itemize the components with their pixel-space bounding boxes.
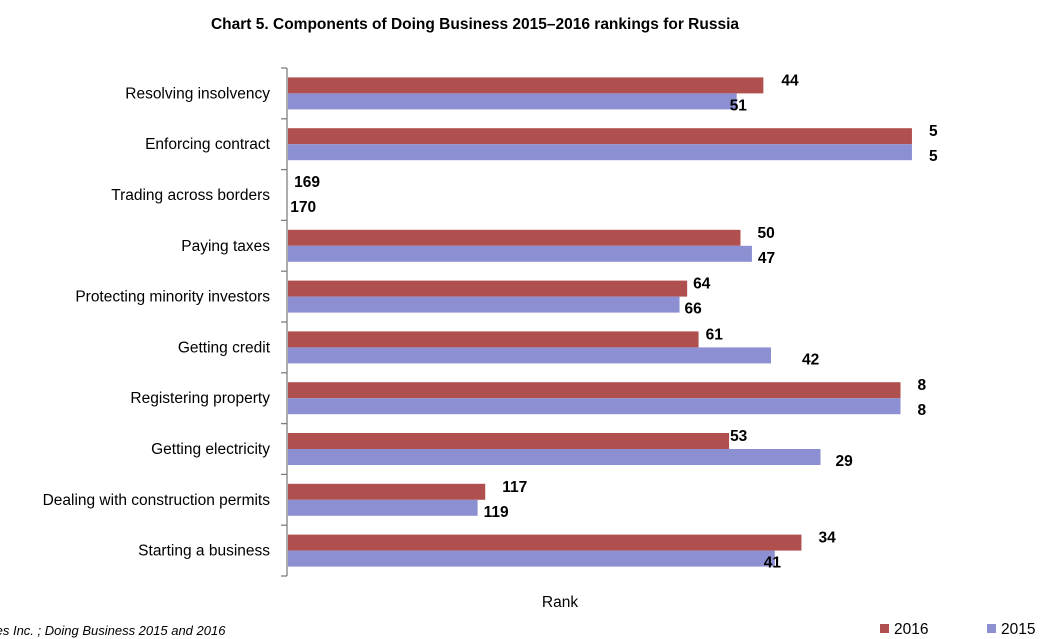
bar-2015: [288, 347, 771, 364]
bar-2015: [288, 245, 752, 262]
bar-2016: [288, 433, 730, 449]
value-label-2016: 44: [781, 72, 799, 89]
bar-2015: [288, 449, 821, 465]
value-label-2015: 29: [836, 453, 854, 470]
category-label: Protecting minority investors: [75, 289, 270, 306]
value-label-2016: 8: [918, 377, 927, 394]
bar-2016: [288, 534, 802, 551]
category-label: Getting electricity: [151, 441, 270, 458]
source-note: tes Inc. ; Doing Business 2015 and 2016: [0, 623, 226, 638]
value-label-2016: 61: [706, 326, 724, 343]
value-label-2015: 8: [918, 402, 927, 419]
value-label-2016: 34: [818, 530, 836, 547]
value-label-2015: 42: [802, 351, 819, 368]
chart-title: Chart 5. Components of Doing Business 20…: [211, 16, 739, 33]
bar-2015: [288, 144, 912, 161]
value-label-2016: 50: [758, 225, 775, 242]
bars-layer: [288, 77, 912, 567]
legend-label: 2016: [894, 621, 928, 638]
category-label: Starting a business: [138, 543, 270, 560]
category-label: Enforcing contract: [145, 136, 271, 153]
category-label: Resolving insolvency: [125, 85, 270, 102]
value-label-2015: 41: [764, 555, 782, 572]
legend-swatch: [880, 624, 889, 633]
category-label: Registering property: [130, 390, 270, 407]
value-label-2016: 169: [294, 174, 320, 191]
value-label-2016: 53: [730, 428, 748, 445]
value-label-2015: 119: [484, 504, 509, 521]
value-label-2015: 47: [758, 250, 775, 267]
value-label-2015: 51: [730, 97, 748, 114]
value-label-2015: 170: [290, 199, 316, 216]
bar-2016: [288, 77, 764, 94]
bar-2016: [288, 331, 699, 348]
category-label: Dealing with construction permits: [43, 492, 271, 509]
bar-2015: [288, 550, 775, 567]
category-label: Getting credit: [178, 339, 271, 356]
bar-2016: [288, 382, 901, 399]
axis-layer: [281, 67, 288, 577]
legend-label: 2015: [1001, 621, 1035, 638]
x-axis-title: Rank: [542, 594, 578, 611]
value-label-2015: 5: [929, 148, 938, 165]
bar-2015: [288, 499, 478, 516]
category-label: Paying taxes: [181, 238, 270, 255]
category-labels: Resolving insolvency Enforcing contract Tr…: [43, 85, 271, 559]
category-label: Trading across borders: [111, 187, 270, 204]
bar-2016: [288, 483, 486, 500]
bar-2016: [288, 128, 912, 145]
legend: 2016 2015: [880, 621, 1035, 638]
value-label-2016: 5: [929, 123, 938, 140]
value-label-2016: 117: [502, 479, 527, 496]
legend-swatch: [987, 624, 996, 633]
value-label-2015: 66: [685, 301, 703, 318]
value-label-2016: 64: [693, 276, 711, 293]
bar-2015: [288, 398, 901, 415]
bar-2016: [288, 280, 688, 297]
bar-2016: [288, 229, 741, 246]
bar-2015: [288, 296, 680, 313]
bar-2015: [288, 93, 737, 110]
